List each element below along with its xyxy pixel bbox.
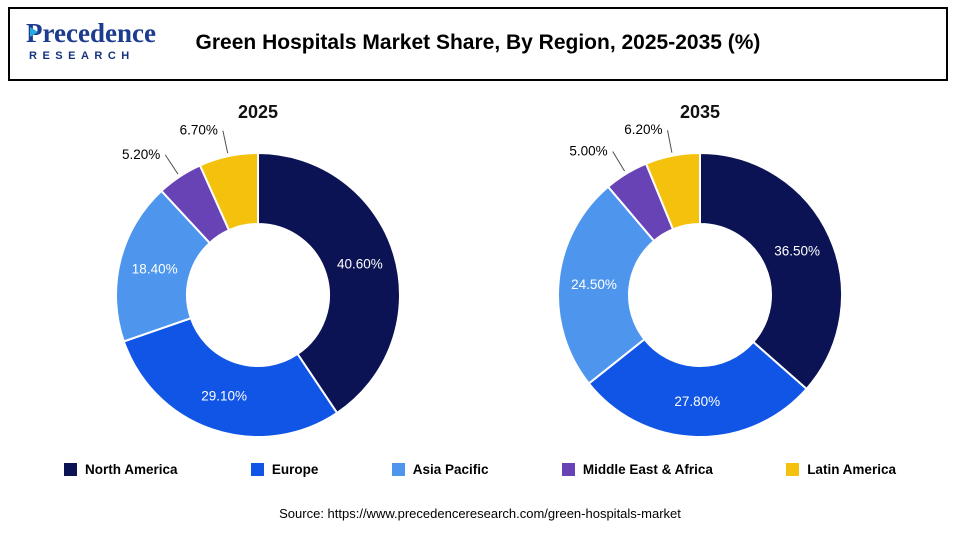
donut-2025-slice-asia-pacific [115,189,212,343]
header: Precedence RESEARCH Green Hospitals Mark… [8,7,948,81]
chart-title-2025: 2025 [237,102,279,122]
donut-2025-slice-latin-america [198,151,259,232]
donut-2035-slice-latin-america [644,151,701,231]
legend-label-asia-pacific: Asia Pacific [412,462,489,477]
donut-chart-2035: 2035 36.50% 27.80% 24.50% 5.00% 6.20% [480,90,920,470]
slice-value-label-latin-america: 6.70% [180,123,218,138]
legend-label-europe: Europe [271,462,319,477]
donut-2035-slice-europe [587,337,808,438]
slice-value-label-latin-america: 6.20% [624,122,662,137]
source-line: Source: https://www.precedenceresearch.c… [279,506,681,521]
slice-value-label-europe: 29.10% [201,389,247,404]
legend: North America Europe Asia Pacific Middle Ea… [0,462,960,477]
donut-2025-slice-north-america [257,151,401,415]
logo-accent-icon [30,27,38,37]
legend-items: North America Europe Asia Pacific Middle Ea… [64,462,896,477]
slice-value-label-asia-pacific: 24.50% [571,277,617,292]
legend-item-middle-east-africa: Middle East & Africa [561,462,713,477]
slice-value-label-north-america: 40.60% [337,257,383,272]
donut-svg-2035: 36.50% 27.80% 24.50% 5.00% 6.20% [556,122,843,438]
page-title: Green Hospitals Market Share, By Region,… [195,31,761,54]
legend-swatch-north-america [64,463,77,476]
legend-swatch-latin-america [786,463,800,476]
chart-title-2035: 2035 [679,102,721,122]
legend-item-asia-pacific: Asia Pacific [391,462,489,477]
label-leader-line [164,154,179,175]
legend-label-latin-america: Latin America [807,462,896,477]
legend-swatch-europe [250,463,264,476]
donut-2035-slice-asia-pacific [556,185,656,385]
legend-item-latin-america: Latin America [786,462,896,477]
slice-value-label-middle-east-africa: 5.20% [122,147,160,162]
precedence-logo: Precedence RESEARCH [26,18,226,62]
label-leader-line [222,130,229,154]
slice-value-label-north-america: 36.50% [774,244,820,259]
logo-wordmark: Precedence [26,18,156,48]
legend-item-europe: Europe [250,462,319,477]
logo-subtitle: RESEARCH [29,50,135,62]
slice-value-label-europe: 27.80% [674,394,720,409]
legend-swatch-asia-pacific [391,463,405,476]
slice-value-label-middle-east-africa: 5.00% [569,144,607,159]
legend-label-north-america: North America [85,462,178,477]
legend-swatch-middle-east-africa [561,463,575,476]
donut-chart-2025: 2025 40.60% 29.10% 18.40% 5.20% 6.70% [38,90,478,470]
legend-item-north-america: North America [64,462,178,477]
label-leader-line [667,130,673,153]
legend-label-middle-east-africa: Middle East & Africa [582,462,713,477]
donut-2025-slice-europe [122,316,339,438]
label-leader-line [612,151,626,172]
slice-value-label-asia-pacific: 18.40% [132,262,178,277]
donut-2035-slice-north-america [699,151,843,391]
donut-svg-2025: 40.60% 29.10% 18.40% 5.20% 6.70% [115,123,401,438]
